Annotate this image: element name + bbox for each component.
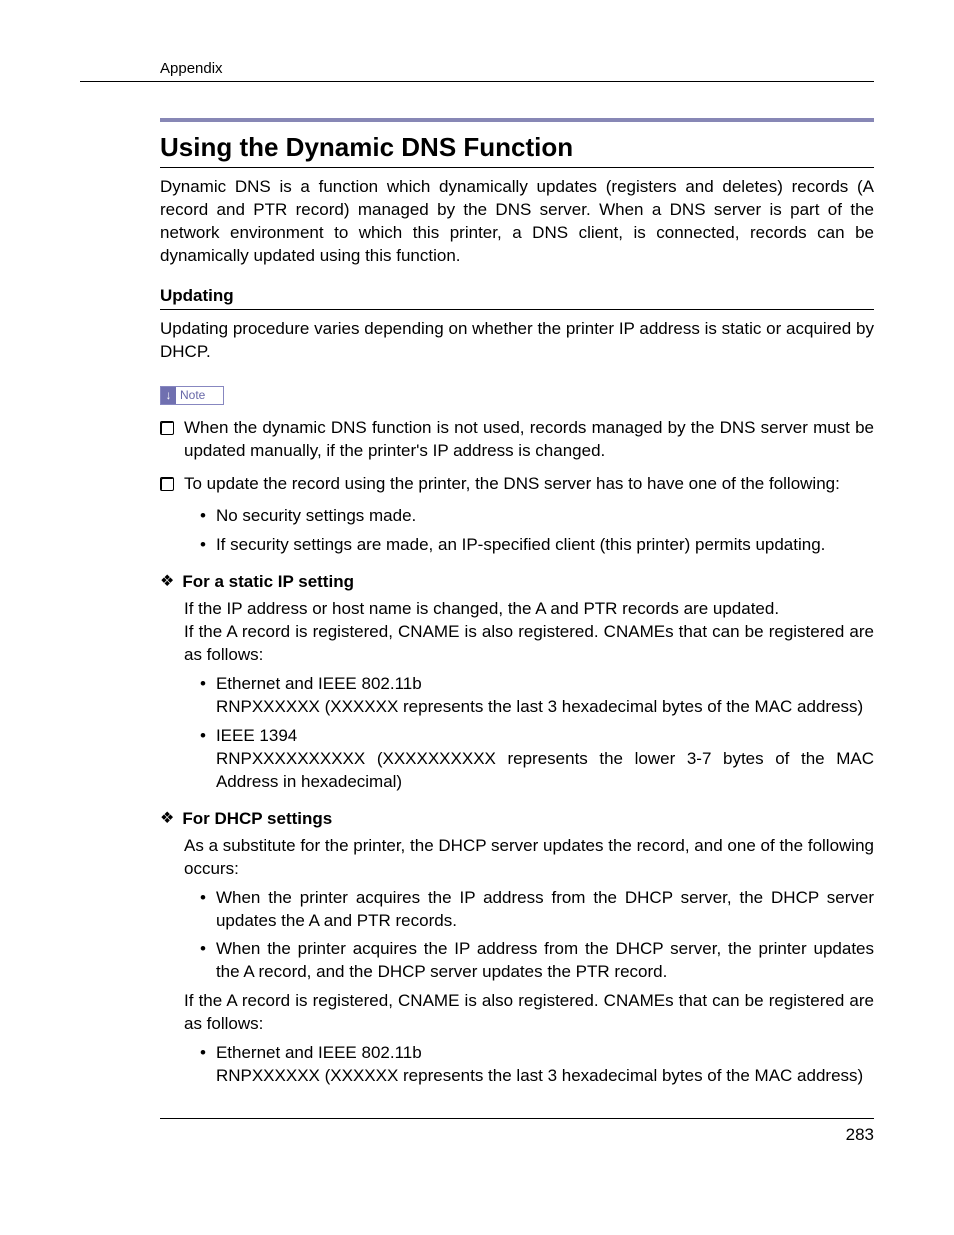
- dhcp-heading: ❖ For DHCP settings: [160, 808, 874, 831]
- dhcp-bullet-2-text: When the printer acquires the IP address…: [216, 938, 874, 984]
- note-sub-1-text: No security settings made.: [216, 505, 416, 528]
- diamond-icon: ❖: [160, 808, 174, 831]
- bullet-icon: •: [200, 725, 206, 794]
- note-sub-1: • No security settings made.: [200, 505, 874, 528]
- static-ip-body: If the IP address or host name is change…: [184, 598, 874, 667]
- header-section: Appendix: [80, 60, 874, 82]
- dhcp-bullet-3-text: Ethernet and IEEE 802.11b RNPXXXXXX (XXX…: [216, 1042, 863, 1088]
- note-item-2-text: To update the record using the printer, …: [184, 473, 840, 496]
- page-title: Using the Dynamic DNS Function: [160, 132, 874, 168]
- note-sub-2-text: If security settings are made, an IP-spe…: [216, 534, 825, 557]
- dhcp-title: For DHCP settings: [182, 808, 332, 831]
- static-bullet-2-text: IEEE 1394 RNPXXXXXXXXXX (XXXXXXXXXX repr…: [216, 725, 874, 794]
- updating-intro: Updating procedure varies depending on w…: [160, 318, 874, 364]
- bullet-icon: •: [200, 1042, 206, 1088]
- page-footer: 283: [160, 1118, 874, 1145]
- static-body-1: If the IP address or host name is change…: [184, 599, 779, 618]
- static-bullet-1-text: Ethernet and IEEE 802.11b RNPXXXXXX (XXX…: [216, 673, 863, 719]
- dhcp-bullet-1: • When the printer acquires the IP addre…: [200, 887, 874, 933]
- intro-paragraph: Dynamic DNS is a function which dynamica…: [160, 176, 874, 268]
- dhcp-body-1: As a substitute for the printer, the DHC…: [184, 835, 874, 881]
- note-item-1-text: When the dynamic DNS function is not use…: [184, 417, 874, 463]
- bullet-icon: •: [200, 938, 206, 984]
- static-ip-heading: ❖ For a static IP setting: [160, 571, 874, 594]
- note-item-2: To update the record using the printer, …: [160, 473, 874, 496]
- static-ip-title: For a static IP setting: [182, 571, 354, 594]
- page-number: 283: [846, 1125, 874, 1144]
- note-sub-2: • If security settings are made, an IP-s…: [200, 534, 874, 557]
- updating-heading: Updating: [160, 286, 874, 310]
- dhcp-bullet-1-text: When the printer acquires the IP address…: [216, 887, 874, 933]
- note-item-1: When the dynamic DNS function is not use…: [160, 417, 874, 463]
- title-block: Using the Dynamic DNS Function: [160, 118, 874, 168]
- bullet-icon: •: [200, 673, 206, 719]
- dhcp-bullet-2: • When the printer acquires the IP addre…: [200, 938, 874, 984]
- box-bullet-icon: [160, 421, 174, 435]
- down-arrow-icon: ↓: [161, 387, 176, 404]
- note-badge: ↓ Note: [160, 386, 224, 405]
- box-bullet-icon: [160, 477, 174, 491]
- static-bullet-2: • IEEE 1394 RNPXXXXXXXXXX (XXXXXXXXXX re…: [200, 725, 874, 794]
- note-label: Note: [176, 388, 223, 402]
- dhcp-body-2: If the A record is registered, CNAME is …: [184, 990, 874, 1036]
- static-bullet-1: • Ethernet and IEEE 802.11b RNPXXXXXX (X…: [200, 673, 874, 719]
- bullet-icon: •: [200, 534, 206, 557]
- dhcp-bullet-3: • Ethernet and IEEE 802.11b RNPXXXXXX (X…: [200, 1042, 874, 1088]
- static-body-2: If the A record is registered, CNAME is …: [184, 622, 874, 664]
- diamond-icon: ❖: [160, 571, 174, 594]
- bullet-icon: •: [200, 505, 206, 528]
- bullet-icon: •: [200, 887, 206, 933]
